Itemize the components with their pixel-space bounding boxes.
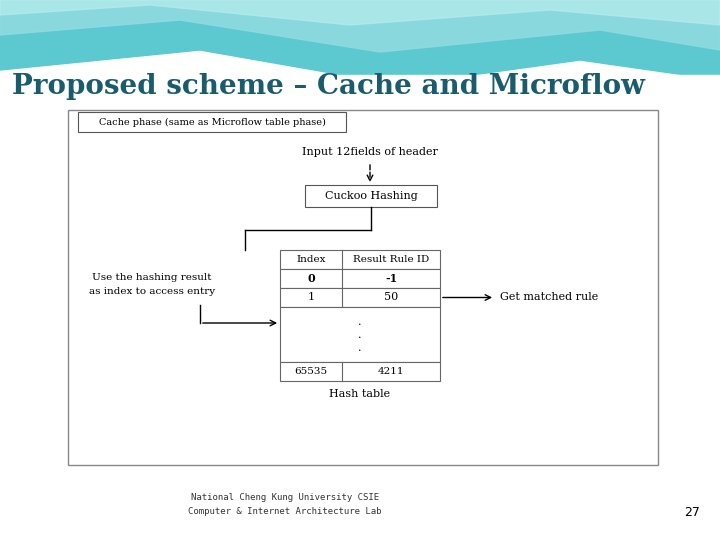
Bar <box>68 110 658 465</box>
Bar <box>280 307 440 362</box>
Bar <box>280 250 440 269</box>
Text: .: . <box>359 329 361 340</box>
Text: Result Rule ID: Result Rule ID <box>353 255 429 264</box>
Polygon shape <box>0 0 720 52</box>
Bar <box>280 288 440 307</box>
Text: Proposed scheme – Cache and Microflow: Proposed scheme – Cache and Microflow <box>12 73 645 100</box>
Text: 4211: 4211 <box>378 367 404 376</box>
Text: Hash table: Hash table <box>330 389 390 399</box>
Text: 1: 1 <box>307 293 315 302</box>
Text: Index: Index <box>296 255 325 264</box>
Bar <box>78 112 346 132</box>
Polygon shape <box>0 0 720 25</box>
Bar <box>280 362 440 381</box>
Text: .: . <box>359 343 361 353</box>
Text: Get matched rule: Get matched rule <box>500 293 598 302</box>
Text: National Cheng Kung University CSIE: National Cheng Kung University CSIE <box>191 494 379 503</box>
Text: Cuckoo Hashing: Cuckoo Hashing <box>325 191 418 201</box>
Text: as index to access entry: as index to access entry <box>89 287 215 296</box>
Text: Computer & Internet Architecture Lab: Computer & Internet Architecture Lab <box>188 508 382 516</box>
Text: Cache phase (same as Microflow table phase): Cache phase (same as Microflow table pha… <box>99 117 325 126</box>
Text: 0: 0 <box>307 273 315 284</box>
Text: Use the hashing result: Use the hashing result <box>92 273 212 282</box>
Text: -1: -1 <box>385 273 397 284</box>
Text: 50: 50 <box>384 293 398 302</box>
Bar <box>280 269 440 288</box>
Bar <box>0 75 720 540</box>
Text: Input 12fields of header: Input 12fields of header <box>302 147 438 157</box>
Text: 27: 27 <box>684 505 700 518</box>
Bar <box>305 185 437 207</box>
Text: .: . <box>359 318 361 327</box>
Polygon shape <box>0 0 720 85</box>
Text: 65535: 65535 <box>294 367 328 376</box>
